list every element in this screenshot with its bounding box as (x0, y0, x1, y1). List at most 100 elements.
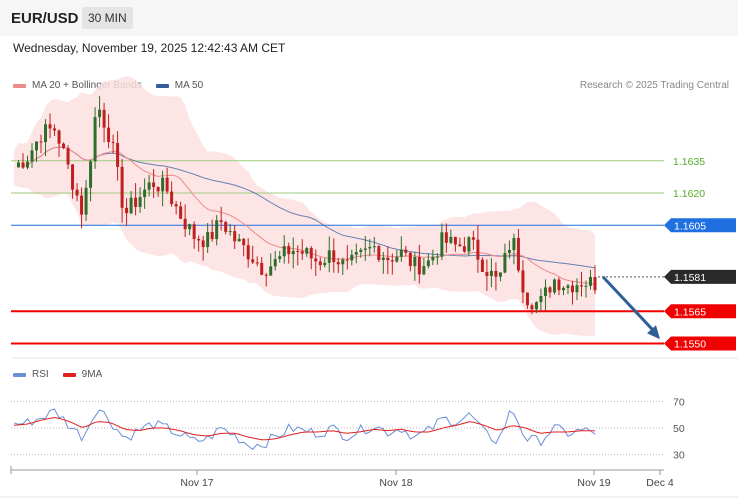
candle-body (156, 187, 160, 192)
candle-body (246, 245, 250, 260)
candle-body (386, 257, 390, 261)
candle-body (170, 191, 174, 205)
candle-body (426, 260, 430, 267)
candle-body (449, 236, 453, 243)
candle-body (345, 259, 349, 261)
price-level-labels: 1.1635 1.1620 1.1605 1.1581 1.1565 1.1550 (664, 156, 736, 351)
candle-body (309, 248, 313, 259)
rsi-legend: RSI 9MA (13, 369, 116, 380)
candle-body (161, 177, 165, 192)
legend-swatch-9ma (62, 372, 76, 377)
level-label-4: 1.1565 (674, 306, 706, 318)
x-tick-label-3: Dec 4 (646, 477, 674, 489)
candle-body (467, 237, 471, 252)
candle-body (75, 189, 79, 196)
legend-label-rsi: RSI (32, 369, 49, 380)
candle-body (471, 237, 475, 240)
candle-body (237, 238, 241, 242)
candle-body (120, 166, 124, 208)
legend-item-ma50: MA 50 (155, 80, 204, 91)
candle-body (363, 248, 367, 250)
rsi-level-label-50: 50 (673, 423, 685, 435)
candle-body (251, 259, 255, 263)
legend-label-ma20: MA 20 + Bollinger Bands (32, 80, 142, 91)
candle-body (332, 250, 336, 263)
candle-body (435, 256, 439, 258)
candle-body (165, 177, 169, 192)
candle-body (93, 117, 97, 162)
candle-body (107, 127, 111, 143)
projection-line (601, 275, 656, 333)
legend-label-ma50: MA 50 (174, 80, 204, 91)
legend-item-9ma: 9MA (62, 369, 103, 380)
candle-body (336, 262, 340, 265)
candle-body (485, 272, 489, 276)
candle-body (462, 246, 466, 252)
candle-body (579, 285, 583, 287)
candle-body (278, 256, 282, 260)
candle-body (147, 182, 151, 190)
candle-body (395, 256, 399, 262)
level-tag-3 (664, 269, 736, 284)
candle-body (561, 287, 565, 291)
candle-body (408, 252, 412, 267)
candle-body (48, 124, 52, 129)
candle-body (210, 232, 214, 240)
candle-body (584, 285, 588, 287)
rsi-9ma-line (13, 416, 595, 441)
x-tick-label-0: Nov 17 (180, 477, 213, 489)
candle-body (444, 232, 448, 243)
candle-body (588, 276, 592, 286)
candle-body (255, 262, 259, 264)
candle-body (98, 109, 102, 118)
candle-body (512, 238, 516, 251)
candle-body (125, 207, 129, 214)
level-label-3: 1.1581 (674, 272, 706, 284)
candle-body (21, 162, 25, 168)
candle-body (458, 244, 462, 247)
price-levels (11, 160, 664, 345)
candle-body (404, 249, 408, 253)
interval-button[interactable]: 30 MIN (82, 7, 133, 29)
rsi-pane: 70 50 30 (11, 357, 738, 462)
candle-body (215, 220, 219, 240)
candle-body (206, 232, 210, 248)
legend-label-9ma: 9MA (81, 369, 103, 380)
candle-body (341, 259, 345, 265)
candle-body (192, 224, 196, 239)
candle-body (183, 218, 187, 230)
x-tick-label-2: Nov 19 (577, 477, 610, 489)
candle-body (489, 270, 493, 276)
candle-body (44, 124, 48, 143)
candle-body (507, 250, 511, 254)
candle-body (314, 258, 318, 262)
candle-body (525, 292, 529, 306)
candle-body (516, 238, 520, 271)
candle-body (593, 276, 597, 291)
candle-body (269, 266, 273, 276)
candle-body (476, 239, 480, 260)
candle-body (84, 187, 88, 215)
level-label-5: 1.1550 (674, 339, 706, 351)
candle-body (102, 109, 106, 128)
level-label-2: 1.1605 (674, 220, 706, 232)
level-tag-2 (664, 218, 736, 233)
candle-body (152, 182, 156, 188)
level-label-0: 1.1635 (673, 156, 705, 168)
candle-body (134, 197, 138, 207)
candle-body (219, 220, 223, 222)
candle-body (282, 246, 286, 257)
candle-body (543, 287, 547, 297)
candle-body (287, 246, 291, 255)
candle-body (575, 285, 579, 293)
legend-item-rsi: RSI (13, 369, 49, 380)
candle-body (530, 305, 534, 310)
candle-body (296, 250, 300, 252)
datetime-label: Wednesday, November 19, 2025 12:42:43 AM… (13, 41, 286, 55)
candle-body (539, 296, 543, 303)
candle-body (557, 279, 561, 291)
candle-body (327, 250, 331, 263)
candle-body (35, 141, 39, 151)
symbol-title: EUR/USD (11, 10, 79, 27)
